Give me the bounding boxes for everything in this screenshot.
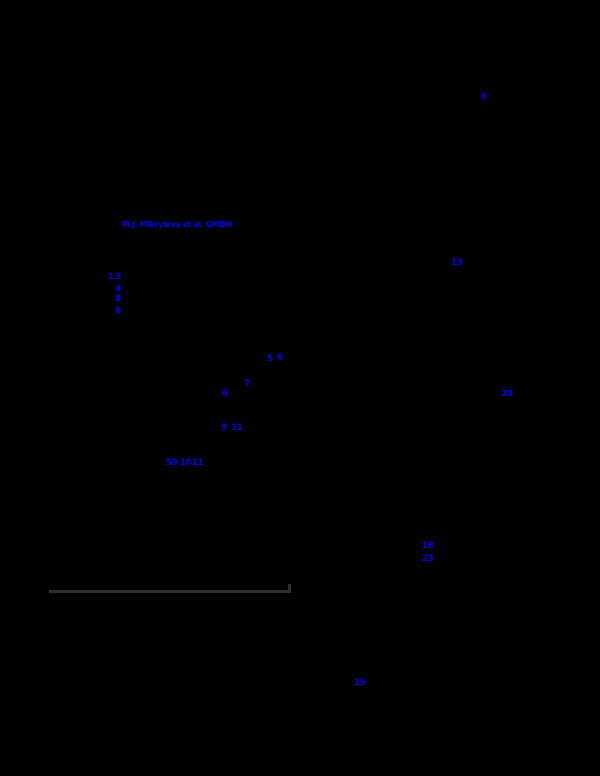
citation-link[interactable]: 9 — [221, 423, 227, 433]
author-link[interactable]: M.J. Mikrylova et al. GMBH — [122, 220, 232, 229]
divider-line — [49, 590, 291, 593]
citation-link[interactable]: 18 — [422, 541, 434, 551]
citation-link[interactable]: 13 — [451, 258, 463, 268]
citation-link[interactable]: 3 — [115, 272, 121, 282]
citation-link[interactable]: 6 — [481, 92, 487, 102]
divider-tick — [288, 584, 291, 593]
citation-link[interactable]: 5 — [267, 354, 273, 364]
citation-link[interactable]: 19 — [354, 678, 366, 688]
citation-link[interactable]: 7 — [244, 379, 250, 389]
citation-link[interactable]: 1 — [108, 272, 114, 282]
citation-link[interactable]: 11 — [231, 423, 243, 433]
citation-link[interactable]: 8 — [115, 294, 121, 304]
citation-link[interactable]: 6 — [277, 353, 283, 363]
citation-link[interactable]: 10 — [180, 458, 192, 468]
citation-link[interactable]: 20 — [501, 389, 513, 399]
citation-link[interactable]: 11 — [192, 458, 204, 468]
citation-link[interactable]: 4 — [115, 284, 121, 294]
citation-link[interactable]: 59 — [166, 458, 178, 468]
citation-link[interactable]: 6 — [115, 306, 121, 316]
citation-link[interactable]: 6 — [222, 389, 228, 399]
citation-link[interactable]: 23 — [422, 554, 434, 564]
